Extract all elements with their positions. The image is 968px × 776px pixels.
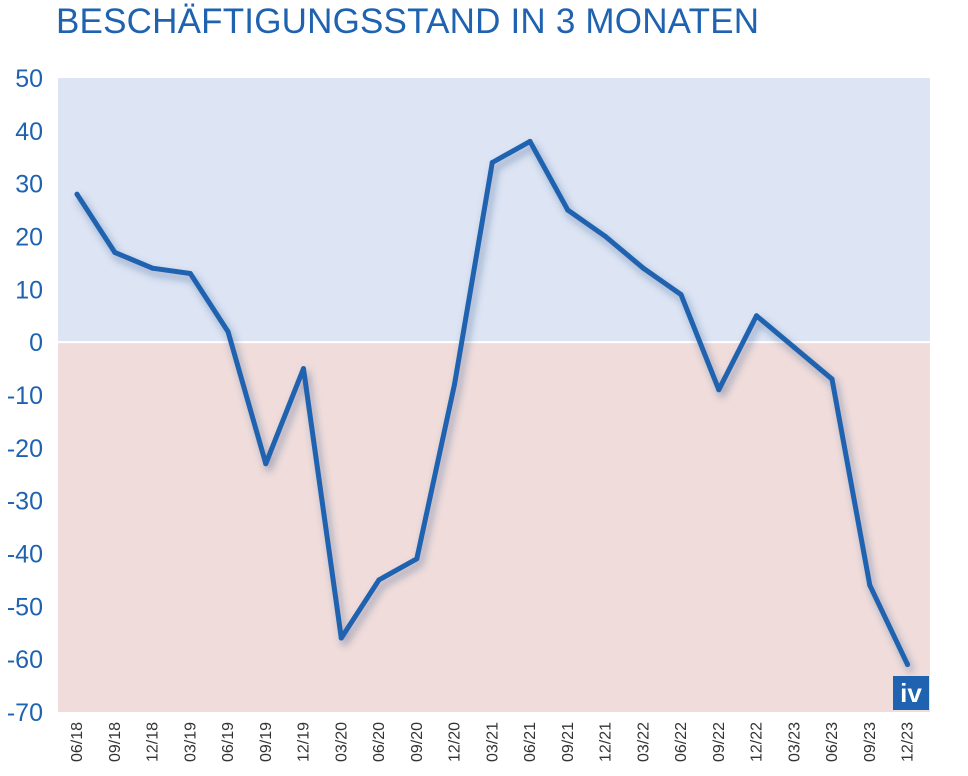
x-tick-label: 12/22 bbox=[749, 722, 766, 762]
data-point bbox=[338, 635, 344, 641]
y-tick-label: -10 bbox=[7, 382, 43, 410]
x-tick-label: 03/19 bbox=[182, 722, 199, 762]
data-point bbox=[301, 366, 306, 372]
data-point bbox=[150, 265, 155, 271]
data-point bbox=[225, 329, 231, 335]
y-axis-tick-labels: 50 40 30 20 10 0 -10 -20 -30 -40 -50 -60 -70 bbox=[7, 65, 43, 727]
x-tick-label: 12/20 bbox=[447, 722, 464, 762]
x-tick-label: 12/18 bbox=[145, 722, 162, 762]
x-tick-label: 03/23 bbox=[786, 722, 803, 762]
x-axis-tick-labels: 06/18 09/18 12/18 03/19 06/19 09/19 12/19 03/20… bbox=[69, 722, 917, 762]
x-tick-label: 03/20 bbox=[333, 722, 350, 762]
y-tick-label: -70 bbox=[7, 699, 43, 727]
x-tick-label: 06/21 bbox=[522, 722, 539, 762]
data-point bbox=[452, 381, 457, 387]
x-tick-label: 12/23 bbox=[900, 722, 917, 762]
data-point bbox=[603, 234, 608, 239]
data-point bbox=[565, 207, 571, 213]
iv-logo-box bbox=[893, 676, 929, 710]
x-tick-label: 03/21 bbox=[484, 722, 501, 762]
x-tick-label: 06/23 bbox=[824, 722, 841, 762]
data-point bbox=[829, 376, 835, 382]
data-point bbox=[905, 661, 910, 667]
iv-logo: iv bbox=[893, 676, 929, 710]
x-tick-label: 06/20 bbox=[371, 722, 388, 762]
data-point bbox=[527, 138, 533, 144]
y-tick-label: -20 bbox=[7, 435, 43, 463]
x-tick-label: 12/19 bbox=[296, 722, 313, 762]
x-tick-label: 06/18 bbox=[69, 722, 86, 762]
x-tick-label: 09/20 bbox=[409, 722, 426, 762]
y-tick-label: 30 bbox=[15, 171, 43, 199]
data-point bbox=[791, 344, 797, 350]
x-tick-label: 03/22 bbox=[635, 722, 652, 762]
x-tick-label: 06/19 bbox=[220, 722, 237, 762]
iv-logo-text: iv bbox=[900, 678, 922, 708]
x-tick-label: 12/21 bbox=[598, 722, 615, 762]
x-tick-label: 09/23 bbox=[862, 722, 879, 762]
data-point bbox=[376, 577, 382, 583]
data-point bbox=[754, 313, 759, 319]
x-tick-label: 09/21 bbox=[560, 722, 577, 762]
data-point bbox=[640, 265, 646, 271]
y-tick-label: 50 bbox=[15, 65, 43, 93]
background-bands bbox=[58, 78, 930, 712]
data-point bbox=[489, 160, 495, 166]
y-tick-label: -60 bbox=[7, 646, 43, 674]
y-tick-label: 10 bbox=[15, 276, 43, 304]
data-point bbox=[74, 191, 80, 197]
band-negative bbox=[58, 342, 930, 712]
chart-title: BESCHÄFTIGUNGSSTAND IN 3 MONATEN bbox=[56, 2, 760, 41]
y-tick-label: -30 bbox=[7, 488, 43, 516]
data-point bbox=[112, 249, 118, 255]
x-tick-label: 06/22 bbox=[673, 722, 690, 762]
data-point bbox=[678, 292, 684, 298]
series-group bbox=[74, 138, 914, 673]
y-tick-label: 20 bbox=[15, 224, 43, 252]
x-tick-label: 09/19 bbox=[258, 722, 275, 762]
y-tick-label: 0 bbox=[29, 329, 43, 357]
data-point bbox=[716, 387, 722, 393]
data-point bbox=[867, 582, 873, 588]
data-point bbox=[414, 556, 420, 562]
y-tick-label: -40 bbox=[7, 541, 43, 569]
y-tick-label: 40 bbox=[15, 118, 43, 146]
x-tick-label: 09/22 bbox=[711, 722, 728, 762]
data-point bbox=[187, 270, 193, 276]
band-positive bbox=[58, 78, 930, 343]
y-tick-label: -50 bbox=[7, 593, 43, 621]
data-point bbox=[263, 461, 269, 467]
x-tick-label: 09/18 bbox=[107, 722, 124, 762]
